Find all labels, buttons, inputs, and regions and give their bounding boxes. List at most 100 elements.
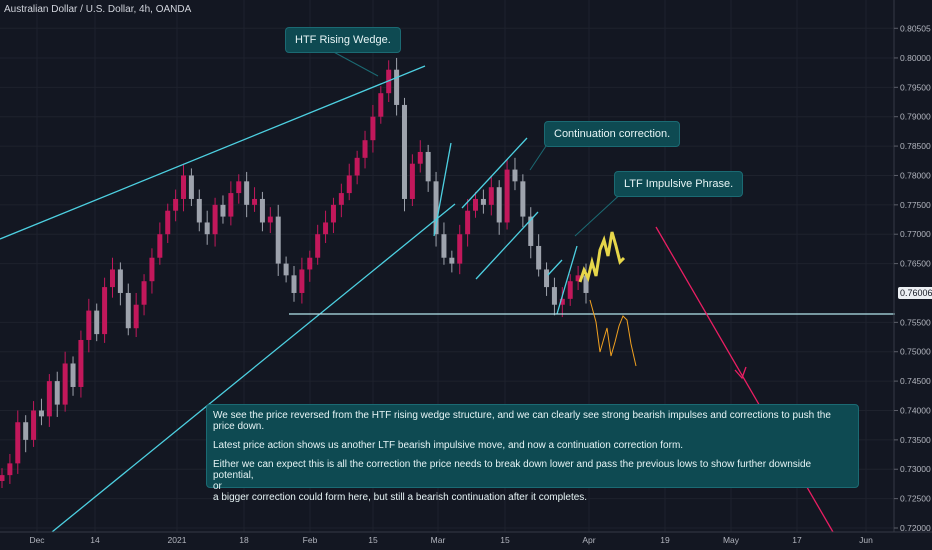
analysis-line-2: Latest price action shows us another LTF… — [213, 440, 684, 451]
candle-body — [378, 93, 384, 117]
candle-body — [504, 169, 510, 223]
x-tick-label: May — [723, 535, 740, 545]
current-price-tag: 0.76006 — [898, 286, 932, 299]
candles — [0, 57, 589, 489]
callout-pointer-2 — [574, 189, 626, 237]
analysis-line-1: We see the price reversed from the HTF r… — [213, 410, 831, 432]
candle-body — [54, 381, 60, 405]
candle-body — [536, 245, 542, 270]
candle-body — [212, 204, 218, 235]
candle-body — [433, 181, 439, 235]
candle-body — [117, 269, 123, 293]
x-tick-label: 19 — [660, 535, 670, 545]
candle-body — [480, 198, 486, 205]
price-axis[interactable]: 0.80505 0.80000 0.79500 0.79000 0.78500 0.780… — [893, 0, 931, 533]
y-tick-label: 0.74500 — [900, 376, 931, 386]
x-tick-label: Apr — [582, 535, 595, 545]
x-tick-label: 18 — [239, 535, 249, 545]
orange-projection-path — [589, 299, 637, 367]
analysis-note[interactable]: We see the price reversed from the HTF r… — [206, 404, 859, 503]
candle-body — [409, 163, 415, 199]
candle-body — [236, 181, 242, 194]
wedge-lower-line — [51, 203, 456, 533]
candle-body — [196, 198, 202, 223]
candle-body — [70, 363, 76, 387]
candle-body — [323, 222, 329, 235]
analysis-line-3a: Either we can expect this is all the cor… — [213, 459, 812, 481]
candle-body — [86, 310, 92, 340]
analysis-line-3: Either we can expect this is all the cor… — [213, 459, 852, 503]
candle-body — [354, 157, 360, 176]
candle-body — [149, 257, 155, 282]
candle-body — [520, 181, 526, 217]
x-tick-label: 14 — [90, 535, 100, 545]
candle-body — [94, 310, 100, 335]
candle-body — [46, 381, 52, 417]
candle-body — [109, 269, 115, 288]
candle-body — [15, 422, 21, 464]
candle-body — [567, 281, 573, 299]
y-tick-label: 0.79500 — [900, 82, 931, 92]
x-tick-label: Jun — [859, 535, 873, 545]
candle-body — [244, 181, 250, 205]
candle-body — [181, 175, 187, 199]
ltf-line-2 — [556, 245, 578, 315]
yellow-projection-path — [578, 231, 626, 283]
candle-body — [157, 234, 163, 258]
candle-body — [275, 216, 281, 264]
ltf-line-1 — [547, 259, 563, 276]
wedge-upper-line — [0, 65, 426, 240]
y-tick-label: 0.76500 — [900, 259, 931, 269]
candle-body — [465, 210, 471, 235]
candle-body — [165, 210, 171, 235]
y-tick-label: 0.79000 — [900, 112, 931, 122]
y-tick-label: 0.73500 — [900, 435, 931, 445]
candle-body — [441, 234, 447, 258]
candle-body — [0, 475, 5, 481]
candle-body — [457, 234, 463, 264]
y-tick-label: 0.72500 — [900, 494, 931, 504]
candle-body — [125, 292, 131, 329]
candle-body — [551, 287, 557, 305]
candle-body — [512, 169, 518, 182]
y-tick-label: 0.74000 — [900, 405, 931, 415]
y-tick-label: 0.75000 — [900, 347, 931, 357]
candle-body — [362, 140, 368, 158]
callout-htf-rising-wedge[interactable]: HTF Rising Wedge. — [285, 27, 401, 53]
y-tick-label: 0.80505 — [900, 23, 931, 33]
y-tick-label: 0.77000 — [900, 229, 931, 239]
candle-body — [31, 410, 37, 440]
x-tick-label: 15 — [368, 535, 378, 545]
candle-body — [204, 222, 210, 235]
candle-body — [38, 410, 44, 417]
candle-body — [228, 193, 234, 217]
candle-body — [315, 234, 321, 258]
callout-pointer-0 — [329, 49, 379, 77]
candle-body — [528, 216, 534, 246]
callout-ltf-impulsive[interactable]: LTF Impulsive Phrase. — [614, 171, 744, 197]
candle-body — [330, 204, 336, 223]
candle-body — [299, 269, 305, 293]
y-tick-label: 0.80000 — [900, 53, 931, 63]
x-tick-label: 15 — [500, 535, 510, 545]
analysis-line-3c: a bigger correction could form here, but… — [213, 492, 588, 503]
candle-body — [559, 298, 565, 305]
callout-continuation-correction[interactable]: Continuation correction. — [544, 121, 681, 147]
candle-body — [394, 69, 400, 105]
candle-body — [62, 363, 68, 405]
candle-body — [307, 257, 313, 270]
impulse-line-1 — [433, 142, 452, 237]
candle-body — [370, 116, 376, 141]
projection-arrow-head — [734, 366, 747, 380]
x-tick-label: Feb — [303, 535, 318, 545]
candle-body — [291, 275, 297, 293]
candle-body — [173, 198, 179, 211]
candle-body — [7, 463, 13, 476]
candle-body — [544, 269, 550, 288]
candle-body — [23, 422, 29, 440]
time-axis[interactable]: Dec 14 2021 18 Feb 15 Mar 15 Apr 19 May 17 Jun — [0, 531, 932, 545]
x-tick-label: 17 — [792, 535, 802, 545]
candle-body — [346, 175, 352, 194]
candle-body — [220, 204, 226, 217]
candle-body — [102, 287, 108, 335]
